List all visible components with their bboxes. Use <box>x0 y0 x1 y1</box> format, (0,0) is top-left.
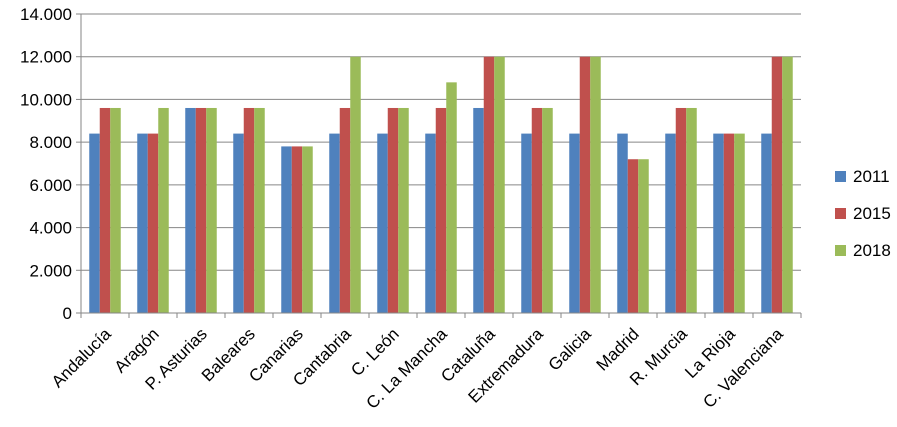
legend-swatch-2018 <box>835 245 846 256</box>
axes <box>80 14 801 314</box>
y-tick-label: 4.000 <box>29 219 72 238</box>
legend: 2011 2015 2018 <box>835 167 891 260</box>
bar-2018 <box>398 107 409 313</box>
y-axis-ticks: 0 2.000 4.000 6.000 8.000 10.000 12.000 14.000 <box>20 5 81 323</box>
x-tick-label: Andalucía <box>48 324 115 391</box>
bar-2011 <box>89 133 100 313</box>
bar-2011 <box>329 133 340 313</box>
y-tick-label: 12.000 <box>20 48 72 67</box>
legend-label-2011: 2011 <box>853 167 890 186</box>
bar-2011 <box>569 133 580 313</box>
bar-2015 <box>99 107 111 313</box>
bar-2011 <box>713 133 724 313</box>
bar-2018 <box>686 107 697 313</box>
bar-2015 <box>147 133 159 313</box>
bar-2011 <box>425 133 436 313</box>
y-tick-label: 6.000 <box>29 176 72 195</box>
bar-2011 <box>281 146 292 313</box>
bar-2018 <box>206 107 217 313</box>
bar-2015 <box>291 146 303 313</box>
bar-2018 <box>590 56 601 313</box>
bar-2015 <box>723 133 735 313</box>
bar-2015 <box>339 107 351 313</box>
y-tick-label: 2.000 <box>29 261 72 280</box>
bar-2018 <box>254 107 265 313</box>
bar-2018 <box>542 107 553 313</box>
bar-2015 <box>483 56 495 313</box>
bar-2011 <box>665 133 676 313</box>
bar-2018 <box>110 107 121 313</box>
legend-swatch-2011 <box>835 171 846 182</box>
legend-label-2018: 2018 <box>853 241 891 260</box>
bar-2015 <box>387 107 399 313</box>
y-tick-label: 8.000 <box>29 133 72 152</box>
bar-2015 <box>435 107 447 313</box>
legend-swatch-2015 <box>835 208 846 219</box>
bar-2015 <box>675 107 687 313</box>
bar-2011 <box>761 133 772 313</box>
y-tick-label: 10.000 <box>20 90 72 109</box>
bar-2018 <box>302 146 313 313</box>
legend-label-2015: 2015 <box>853 204 891 223</box>
bar-2018 <box>446 82 457 313</box>
bar-2015 <box>579 56 591 313</box>
x-tick-label: Galicia <box>545 324 596 375</box>
bar-2015 <box>195 107 207 313</box>
bar-2011 <box>233 133 244 313</box>
bar-2018 <box>494 56 505 313</box>
bar-2018 <box>350 56 361 313</box>
bar-2011 <box>185 107 196 313</box>
bar-2018 <box>638 159 649 313</box>
bar-2015 <box>771 56 783 313</box>
y-tick-label: 14.000 <box>20 5 72 24</box>
bar-2018 <box>782 56 793 313</box>
bar-2015 <box>531 107 543 313</box>
bar-2011 <box>521 133 532 313</box>
bar-2011 <box>137 133 148 313</box>
bar-2011 <box>473 107 484 313</box>
bar-2011 <box>617 133 628 313</box>
bar-2018 <box>734 133 745 313</box>
bar-2011 <box>377 133 388 313</box>
y-tick-label: 0 <box>63 304 72 323</box>
bar-2018 <box>158 107 169 313</box>
bar-2015 <box>627 159 639 313</box>
bar-2015 <box>243 107 255 313</box>
bars <box>89 56 793 313</box>
